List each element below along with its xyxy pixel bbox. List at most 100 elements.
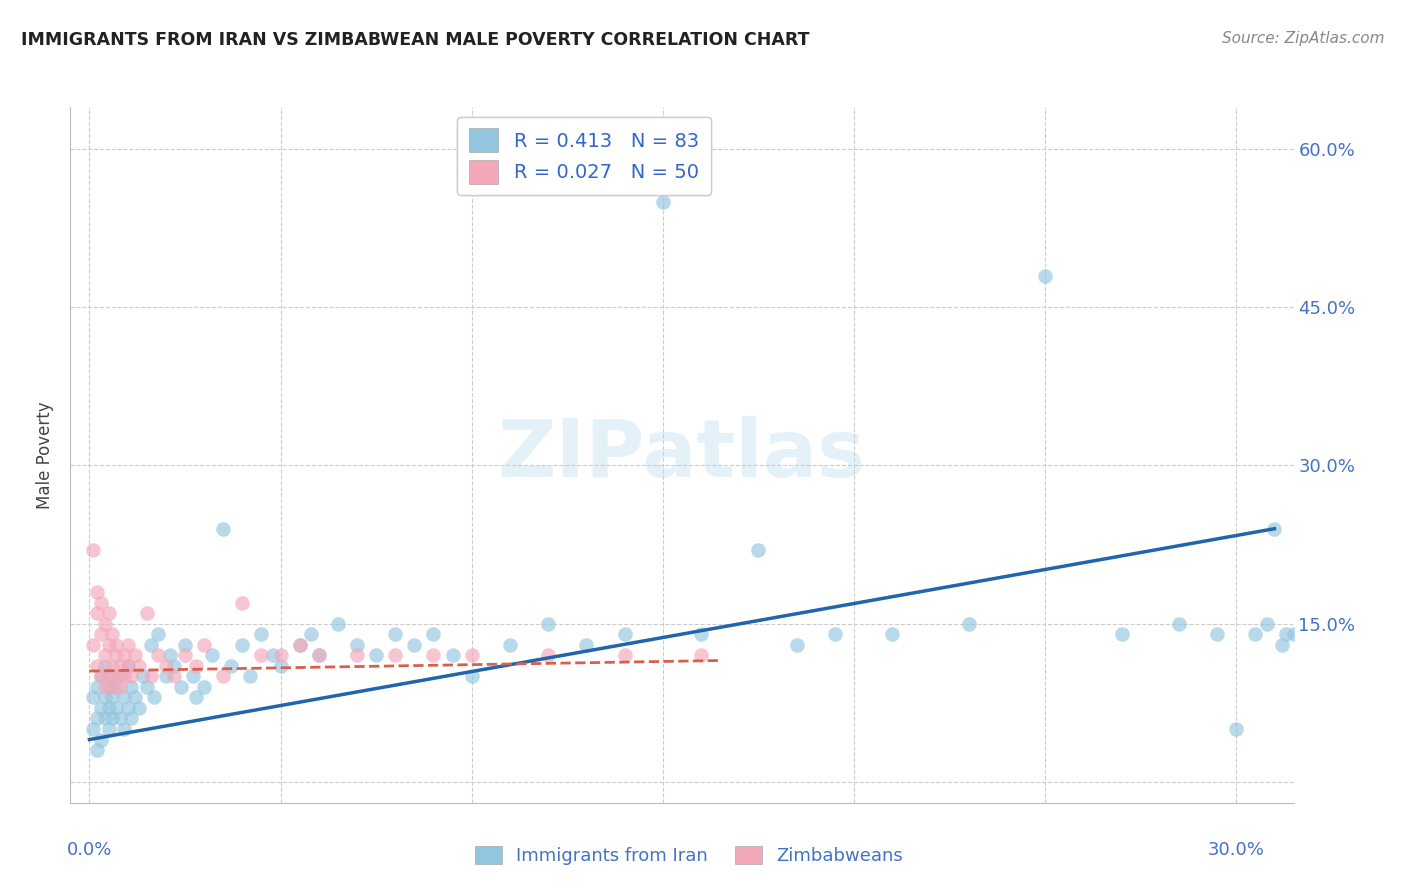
Text: ZIPatlas: ZIPatlas	[498, 416, 866, 494]
Point	[128, 658, 150, 673]
Point	[308, 648, 330, 663]
Point	[148, 648, 170, 663]
Point	[117, 658, 139, 673]
Point	[105, 680, 128, 694]
Point	[124, 648, 146, 663]
Point	[124, 690, 146, 705]
Point	[460, 669, 482, 683]
Point	[108, 711, 131, 725]
Text: 30.0%: 30.0%	[1208, 841, 1264, 859]
Point	[97, 722, 120, 736]
Point	[139, 669, 162, 683]
Point	[101, 658, 124, 673]
Y-axis label: Male Poverty: Male Poverty	[37, 401, 55, 508]
Point	[499, 638, 522, 652]
Point	[239, 669, 262, 683]
Point	[1271, 638, 1294, 652]
Point	[537, 648, 560, 663]
Point	[1244, 627, 1267, 641]
Point	[422, 627, 444, 641]
Point	[193, 638, 215, 652]
Point	[1256, 616, 1278, 631]
Point	[288, 638, 311, 652]
Point	[105, 701, 128, 715]
Point	[159, 648, 181, 663]
Point	[174, 648, 197, 663]
Point	[86, 680, 108, 694]
Point	[404, 638, 426, 652]
Point	[299, 627, 322, 641]
Point	[97, 638, 120, 652]
Legend: R = 0.413   N = 83, R = 0.027   N = 50: R = 0.413 N = 83, R = 0.027 N = 50	[457, 117, 710, 195]
Point	[139, 638, 162, 652]
Point	[747, 542, 769, 557]
Point	[86, 658, 108, 673]
Point	[108, 669, 131, 683]
Point	[148, 627, 170, 641]
Point	[101, 690, 124, 705]
Point	[193, 680, 215, 694]
Point	[201, 648, 224, 663]
Point	[308, 648, 330, 663]
Point	[101, 711, 124, 725]
Point	[575, 638, 598, 652]
Point	[112, 690, 135, 705]
Point	[97, 669, 120, 683]
Point	[93, 711, 115, 725]
Point	[93, 648, 115, 663]
Point	[1167, 616, 1189, 631]
Point	[231, 638, 253, 652]
Point	[170, 680, 193, 694]
Point	[97, 701, 120, 715]
Point	[1282, 627, 1305, 641]
Text: IMMIGRANTS FROM IRAN VS ZIMBABWEAN MALE POVERTY CORRELATION CHART: IMMIGRANTS FROM IRAN VS ZIMBABWEAN MALE …	[21, 31, 810, 49]
Point	[346, 648, 368, 663]
Point	[90, 701, 112, 715]
Point	[270, 658, 292, 673]
Point	[690, 648, 713, 663]
Point	[108, 680, 131, 694]
Point	[128, 701, 150, 715]
Point	[135, 680, 157, 694]
Point	[93, 680, 115, 694]
Point	[105, 638, 128, 652]
Point	[346, 638, 368, 652]
Point	[231, 595, 253, 609]
Legend: Immigrants from Iran, Zimbabweans: Immigrants from Iran, Zimbabweans	[465, 837, 912, 874]
Point	[882, 627, 904, 641]
Point	[143, 690, 166, 705]
Point	[155, 669, 177, 683]
Point	[1111, 627, 1133, 641]
Point	[212, 522, 235, 536]
Point	[90, 627, 112, 641]
Point	[460, 648, 482, 663]
Point	[121, 711, 143, 725]
Point	[112, 669, 135, 683]
Point	[117, 701, 139, 715]
Point	[105, 648, 128, 663]
Point	[132, 669, 155, 683]
Point	[422, 648, 444, 663]
Point	[162, 669, 184, 683]
Point	[82, 722, 104, 736]
Text: Source: ZipAtlas.com: Source: ZipAtlas.com	[1222, 31, 1385, 46]
Point	[366, 648, 388, 663]
Point	[86, 606, 108, 620]
Point	[105, 669, 128, 683]
Point	[262, 648, 284, 663]
Point	[384, 648, 406, 663]
Point	[1206, 627, 1229, 641]
Point	[174, 638, 197, 652]
Point	[112, 722, 135, 736]
Point	[250, 648, 273, 663]
Point	[108, 658, 131, 673]
Point	[384, 627, 406, 641]
Point	[86, 585, 108, 599]
Point	[1225, 722, 1247, 736]
Point	[270, 648, 292, 663]
Point	[101, 627, 124, 641]
Point	[93, 690, 115, 705]
Point	[97, 680, 120, 694]
Point	[1033, 268, 1056, 283]
Point	[219, 658, 242, 673]
